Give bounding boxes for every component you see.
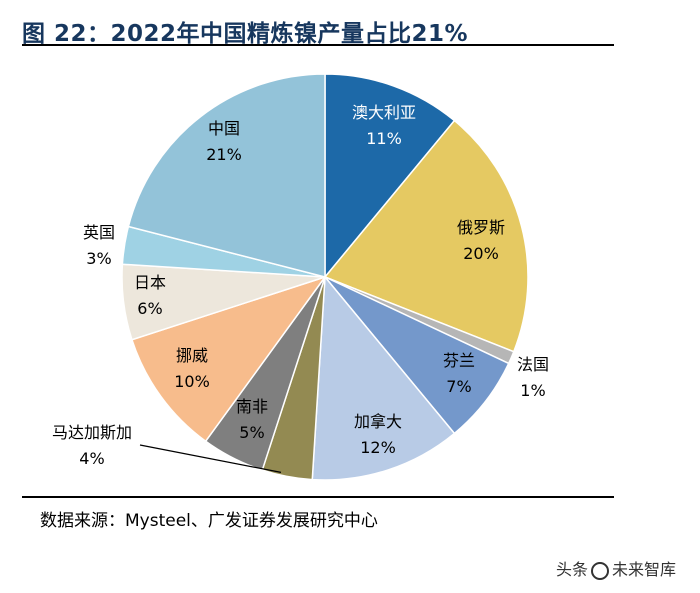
source-rule bbox=[22, 496, 614, 498]
watermark-left: 头条 bbox=[556, 560, 589, 579]
pie-slice-7 bbox=[130, 275, 327, 443]
slice-label-5: 马达加斯加 bbox=[52, 423, 132, 442]
slice-label-9: 英国 bbox=[83, 223, 115, 242]
madagascar-leader-line bbox=[139, 444, 282, 473]
slice-label-3: 芬兰 bbox=[443, 351, 475, 370]
pie-slices bbox=[121, 73, 529, 481]
source-note: 数据来源：Mysteel、广发证券发展研究中心 bbox=[40, 511, 378, 531]
slice-pct-0: 11% bbox=[366, 129, 402, 148]
watermark-logo-icon bbox=[591, 561, 610, 580]
slice-pct-9: 3% bbox=[86, 249, 111, 268]
pie-slice-0 bbox=[324, 73, 456, 280]
slice-label-0: 澳大利亚 bbox=[352, 103, 416, 122]
slice-label-10: 中国 bbox=[208, 119, 240, 138]
slice-pct-6: 5% bbox=[239, 423, 264, 442]
slice-pct-10: 21% bbox=[206, 145, 242, 164]
slice-label-8: 日本 bbox=[134, 273, 166, 292]
slice-pct-3: 7% bbox=[446, 377, 471, 396]
slice-label-2: 法国 bbox=[517, 355, 549, 374]
watermark-right: 未来智库 bbox=[612, 560, 677, 579]
slice-pct-4: 12% bbox=[360, 438, 396, 457]
slice-pct-8: 6% bbox=[137, 299, 162, 318]
slice-pct-7: 10% bbox=[174, 372, 210, 391]
slice-pct-1: 20% bbox=[463, 244, 499, 263]
pie-slice-1 bbox=[323, 119, 529, 353]
slice-pct-5: 4% bbox=[79, 449, 104, 468]
figure-title: 图 22：2022年中国精炼镍产量占比21% bbox=[22, 21, 469, 47]
title-rule bbox=[22, 44, 614, 46]
slice-label-6: 南非 bbox=[236, 397, 268, 416]
pie-slice-10 bbox=[127, 73, 326, 278]
slice-label-4: 加拿大 bbox=[354, 412, 402, 431]
watermark: 头条 未来智库 bbox=[556, 556, 676, 580]
slice-label-1: 俄罗斯 bbox=[457, 218, 505, 237]
pie-slice-4 bbox=[311, 275, 456, 481]
pie-labels: 澳大利亚 11% 俄罗斯 20% 法国 1% 芬兰 7% 加拿大 12% 马达加斯加 4% 南非 5% 挪威… bbox=[52, 103, 549, 468]
slice-label-7: 挪威 bbox=[176, 346, 208, 365]
slice-pct-2: 1% bbox=[520, 381, 545, 400]
